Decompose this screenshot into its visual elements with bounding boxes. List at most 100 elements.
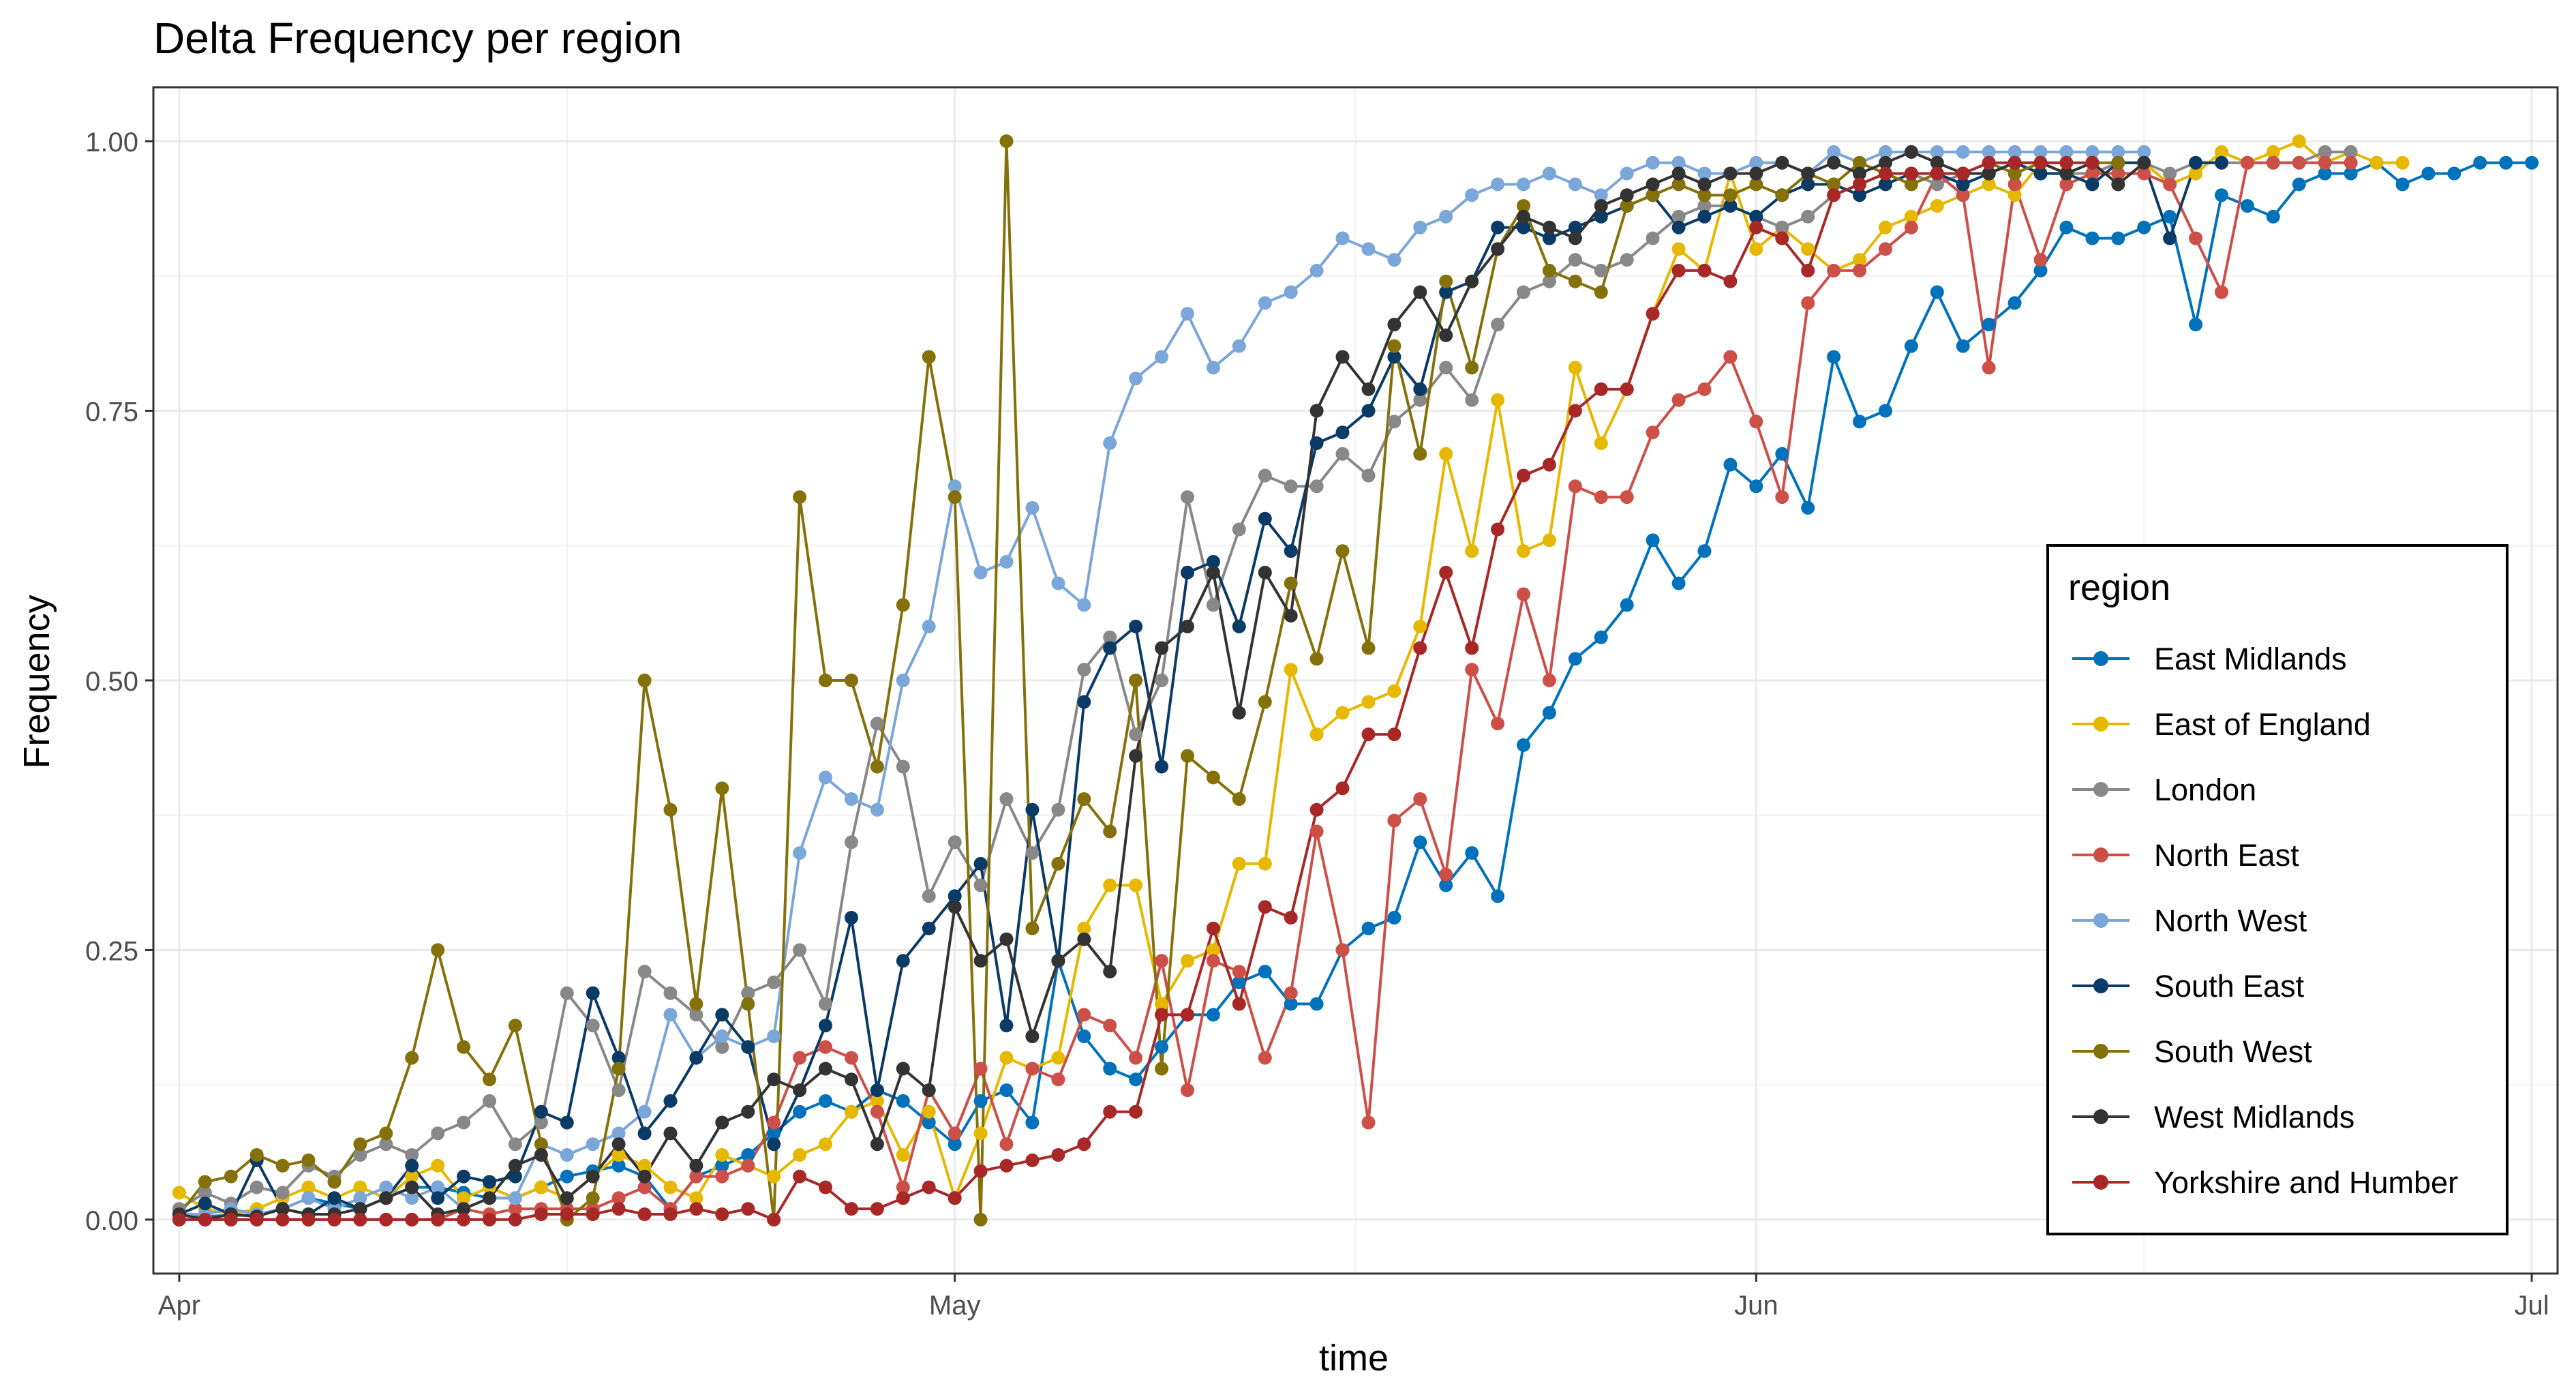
- data-point: [483, 1191, 496, 1205]
- data-point: [431, 943, 445, 957]
- data-point: [1853, 415, 1866, 429]
- data-point: [1361, 1115, 1376, 1130]
- axes: 0.00 0.25 0.50 0.75 1.00 Apr May Jun Jul: [85, 127, 2549, 1321]
- data-point: [741, 1202, 755, 1216]
- data-point: [1413, 641, 1427, 655]
- data-point: [2395, 177, 2410, 192]
- data-point: [1361, 382, 1376, 396]
- data-point: [1982, 177, 1996, 192]
- data-point: [1181, 490, 1194, 505]
- data-point: [2007, 166, 2022, 181]
- data-point: [1439, 565, 1453, 580]
- data-point: [2189, 155, 2203, 170]
- data-point: [1775, 220, 1789, 235]
- data-point: [2215, 285, 2228, 299]
- data-point: [1129, 372, 1143, 386]
- data-point: [973, 1126, 988, 1141]
- data-point: [1620, 188, 1634, 202]
- data-point: [1594, 199, 1608, 213]
- data-point: [637, 1104, 652, 1119]
- data-point: [663, 1180, 678, 1194]
- data-point: [1361, 727, 1376, 742]
- data-point: [637, 1180, 652, 1194]
- data-point: [224, 1212, 238, 1227]
- data-point: [973, 1094, 988, 1108]
- data-point: [689, 1158, 703, 1173]
- data-point: [1232, 619, 1246, 633]
- data-point: [1284, 663, 1298, 677]
- data-point: [1025, 921, 1040, 935]
- data-point: [1129, 1104, 1143, 1119]
- data-point: [534, 1148, 548, 1162]
- data-point: [1361, 921, 1376, 935]
- data-point: [896, 954, 910, 968]
- data-point: [2007, 188, 2022, 202]
- data-point: [1620, 598, 1634, 612]
- data-point: [2085, 177, 2100, 192]
- data-point: [1258, 1051, 1272, 1065]
- data-point: [1284, 986, 1298, 1000]
- data-point: [1051, 954, 1065, 968]
- data-point: [1568, 177, 1582, 192]
- data-point: [1258, 565, 1272, 580]
- data-point: [1982, 145, 1996, 159]
- series-line-south-west: [178, 140, 2119, 1221]
- data-point: [1051, 1051, 1065, 1065]
- data-point: [1309, 997, 1324, 1011]
- data-point: [1155, 350, 1169, 364]
- data-point: [1155, 997, 1169, 1011]
- legend-item-north-west: North West: [2072, 903, 2307, 938]
- data-point: [353, 1202, 367, 1216]
- data-point: [1671, 242, 1686, 256]
- data-point: [1103, 1104, 1117, 1119]
- data-point: [431, 1126, 445, 1141]
- data-point: [1155, 641, 1169, 655]
- data-point: [1646, 177, 1660, 192]
- data-point: [353, 1212, 367, 1227]
- data-point: [508, 1019, 522, 1033]
- data-point: [1051, 576, 1065, 590]
- data-point: [1801, 242, 1815, 256]
- data-point: [999, 1083, 1014, 1098]
- data-point: [2059, 155, 2074, 170]
- data-point: [1542, 533, 1556, 547]
- data-point: [1129, 674, 1143, 687]
- data-point: [379, 1137, 393, 1152]
- data-point: [663, 1126, 678, 1141]
- data-point: [1439, 274, 1453, 288]
- data-point: [1025, 1153, 1040, 1167]
- data-point: [1361, 641, 1376, 655]
- data-point: [896, 1062, 910, 1076]
- legend-item-east-midlands: East Midlands: [2072, 642, 2347, 676]
- data-point: [1568, 231, 1582, 245]
- data-point: [353, 1180, 367, 1194]
- data-point: [973, 878, 988, 892]
- data-point: [896, 1191, 910, 1205]
- data-point: [405, 1158, 419, 1173]
- x-tick-label: Apr: [158, 1291, 200, 1321]
- data-point: [1465, 393, 1479, 407]
- data-point: [819, 1040, 832, 1054]
- data-point: [2007, 177, 2022, 192]
- data-point: [534, 1115, 548, 1130]
- data-point: [1568, 274, 1582, 288]
- data-point: [663, 1207, 678, 1221]
- chart-title: Delta Frequency per region: [153, 14, 682, 63]
- data-point: [275, 1202, 290, 1216]
- data-point: [948, 889, 962, 903]
- data-point: [1723, 350, 1738, 364]
- data-point: [1025, 500, 1040, 515]
- data-point: [1232, 856, 1246, 871]
- data-point: [1103, 1019, 1117, 1033]
- series-points-yorkshire-and-humber: [172, 155, 2100, 1227]
- data-point: [819, 1137, 832, 1152]
- data-point: [198, 1175, 212, 1189]
- data-point: [508, 1191, 522, 1205]
- data-point: [1594, 285, 1608, 299]
- data-point: [715, 1008, 729, 1022]
- data-point: [689, 997, 703, 1011]
- legend-key-point: [2093, 1175, 2108, 1190]
- data-point: [1568, 479, 1582, 494]
- data-point: [1542, 166, 1556, 181]
